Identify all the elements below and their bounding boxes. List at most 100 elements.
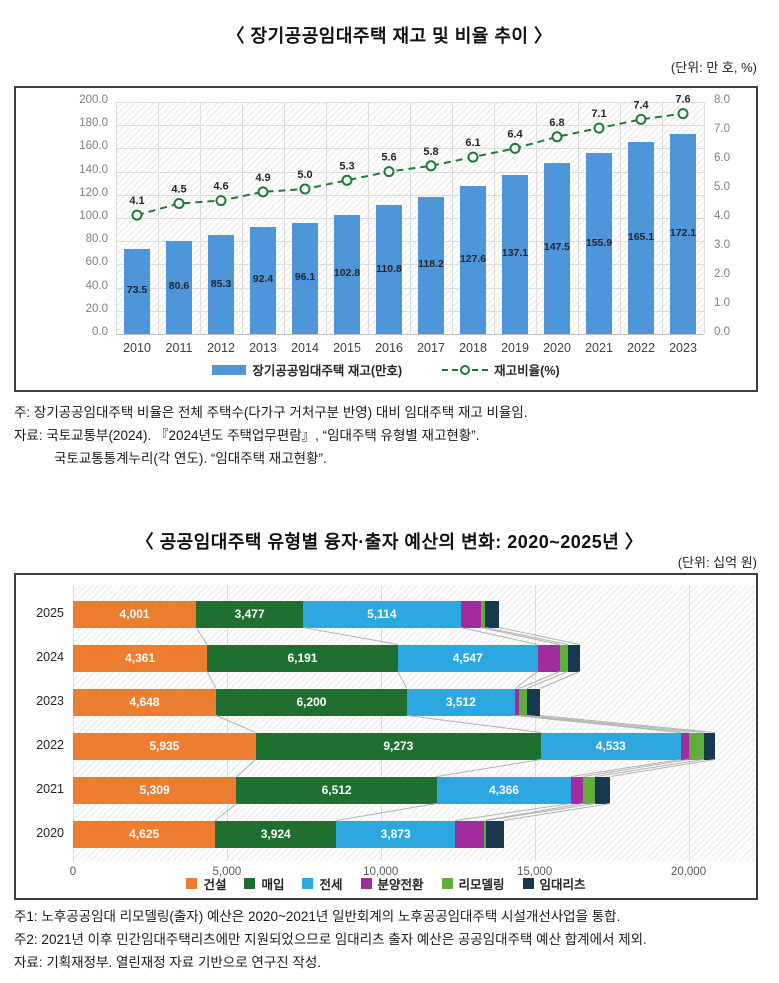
bar-segment-4: [460, 600, 481, 628]
chart2-note-line: 주1: 노후공공임대 리모델링(출자) 예산은 2020~2021년 일반회계의…: [14, 909, 621, 924]
segment-value-label: 5,935: [149, 738, 180, 753]
row-year-label: 2021: [36, 782, 64, 796]
gridline-horizontal: [116, 334, 704, 335]
x-axis-tick-label: 15,000: [517, 866, 553, 878]
bar-segment-6: [485, 600, 500, 628]
segment-value-label: 3,512: [445, 694, 476, 709]
x-axis-year-label: 2017: [417, 341, 445, 355]
stock-bar: [376, 205, 402, 334]
x-axis-year-label: 2014: [291, 341, 319, 355]
bar-segment-6: [567, 644, 580, 672]
bar-segment-3: [303, 600, 461, 628]
left-axis-tick-label: 20.0: [85, 302, 108, 315]
chart1-notes: 주: 장기공공임대주택 비율은 전체 주택수(다가구 거처구분 반영) 대비 임…: [14, 401, 770, 471]
stock-bar: [250, 226, 276, 334]
stock-bar-value-label: 127.6: [459, 252, 487, 265]
row-year-label: 2025: [36, 606, 64, 620]
bar-segment-1: [73, 600, 197, 628]
right-axis-tick-label: 8.0: [714, 94, 730, 106]
stock-bar-value-label: 118.2: [418, 258, 444, 271]
bar-segment-2: [215, 820, 337, 848]
gridline-vertical: [534, 585, 536, 861]
bar-segment-4: [514, 688, 519, 716]
gridline-vertical: [578, 102, 579, 334]
legend-label: 리모델링: [458, 878, 505, 892]
left-axis-tick-label: 0.0: [92, 326, 108, 338]
gridline-vertical: [536, 102, 537, 334]
bar-segment-3: [406, 688, 515, 716]
stock-bar-value-label: 96.1: [294, 271, 316, 284]
bar-segment-2: [207, 644, 398, 672]
segment-value-label: 3,924: [260, 826, 291, 841]
legend-swatch: [244, 878, 256, 889]
chart1-legend: 장기공공임대주택 재고(만호) 재고비율(%): [16, 360, 756, 379]
gridline-vertical: [242, 102, 243, 334]
left-axis-tick-label: 80.0: [85, 233, 108, 246]
chart1-unit-label: (단위: 만 호, %): [670, 60, 757, 75]
stock-bar: [292, 222, 318, 334]
chart1-note-line: 자료: 국토교통부(2024). 『2024년도 주택업무편람』, “임대주택 …: [14, 428, 480, 444]
right-axis-tick-label: 2.0: [714, 268, 730, 280]
legend-label: 건설: [203, 878, 227, 892]
bar-segment-5: [480, 600, 486, 628]
stock-bar-value-label: 85.3: [210, 277, 232, 290]
stock-bar: [418, 196, 444, 334]
x-axis-year-label: 2022: [627, 341, 655, 355]
left-axis-tick-label: 180.0: [79, 117, 108, 130]
right-axis-tick-label: 4.0: [714, 210, 730, 222]
x-axis-year-label: 2013: [249, 341, 277, 355]
gridline-vertical: [158, 102, 159, 334]
chart1-frame: 0.0 20.0 40.0 60.0 80.0 100.0 120.0 140.0 160.0 1…: [14, 86, 758, 392]
right-axis-tick-label: 3.0: [714, 239, 730, 251]
bar-segment-1: [73, 776, 237, 804]
legend-swatch: [302, 878, 314, 889]
left-axis-tick-label: 120.0: [79, 186, 108, 199]
stock-bar: [208, 235, 234, 334]
segment-value-label: 4,001: [119, 606, 150, 621]
stock-bar-value-label: 92.4: [252, 273, 274, 286]
legend-item-분양전환: 분양전환: [360, 874, 424, 893]
chart1-note-line: 주: 장기공공임대주택 비율은 전체 주택수(다가구 거처구분 반영) 대비 임…: [14, 405, 528, 420]
legend-item-stock: 장기공공임대주택 재고(만호): [212, 360, 402, 379]
x-axis-year-label: 2020: [543, 341, 571, 355]
x-axis-year-label: 2018: [459, 341, 487, 355]
segment-value-label: 9,273: [383, 738, 414, 753]
gridline-vertical: [620, 102, 621, 334]
gridline-vertical: [688, 585, 690, 861]
bar-segment-3: [336, 820, 456, 848]
stock-bar-value-label: 80.6: [168, 280, 190, 293]
segment-value-label: 4,648: [129, 694, 160, 709]
line-legend-swatch: [442, 364, 489, 375]
bar-segment-3: [397, 644, 538, 672]
bar-segment-5: [559, 644, 568, 672]
left-axis-tick-label: 140.0: [79, 163, 108, 176]
segment-value-label: 4,625: [129, 826, 160, 841]
segment-value-label: 5,309: [139, 782, 170, 797]
x-axis-tick-label: 20,000: [670, 866, 707, 878]
legend-swatch: [441, 878, 453, 889]
bar-segment-2: [236, 776, 437, 804]
chart2-note-line: 자료: 기획재정부. 열린재정 자료 기반으로 연구진 작성.: [14, 955, 321, 971]
bar-segment-2: [255, 732, 542, 760]
right-axis-tick-label: 0.0: [714, 326, 730, 338]
row-year-label: 2023: [36, 694, 64, 708]
left-axis-tick-label: 100.0: [79, 210, 108, 222]
gridline-vertical: [704, 102, 705, 334]
bar-segment-1: [73, 688, 217, 716]
bar-segment-5: [583, 776, 596, 804]
stock-bar-value-label: 102.8: [333, 267, 361, 280]
x-axis-year-label: 2011: [165, 341, 193, 355]
chart2-title: 〈 공공임대주택 유형별 융자·출자 예산의 변화: 2020~2025년 〉: [135, 532, 644, 552]
x-axis-tick-label: 5,000: [212, 866, 242, 878]
x-axis-tick-label: 10,000: [363, 866, 399, 878]
legend-label: 장기공공임대주택 재고(만호): [252, 364, 403, 378]
stock-bar-value-label: 137.1: [501, 247, 529, 260]
legend-swatch: [186, 878, 198, 889]
legend-label: 임대리츠: [539, 878, 586, 892]
segment-value-label: 6,200: [296, 694, 327, 709]
legend-item-매입: 매입: [244, 874, 284, 893]
stock-bar: [334, 214, 360, 334]
right-axis-tick-label: 1.0: [714, 297, 730, 309]
bar-segment-3: [436, 776, 572, 804]
gridline-vertical: [368, 102, 369, 334]
